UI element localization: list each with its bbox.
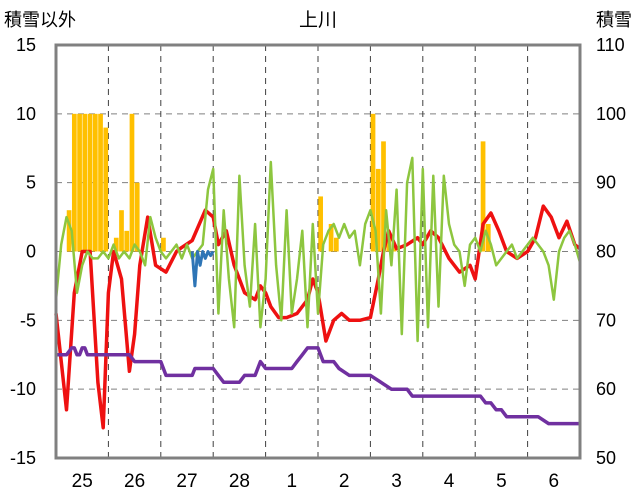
y-tick-label-right: 100 (596, 104, 626, 124)
x-tick-label: 6 (549, 471, 560, 492)
chart-title: 上川 (299, 9, 337, 31)
plot-frame (54, 43, 582, 460)
precipitation-bar (124, 230, 130, 252)
x-tick-label: 5 (496, 471, 507, 492)
precipitation-bar (98, 113, 103, 252)
precipitation-bar (119, 210, 124, 252)
y-tick-label-left: 10 (16, 104, 36, 124)
y-tick-label-left: 5 (26, 173, 36, 193)
x-tick-label: 26 (124, 471, 145, 492)
x-tick-label: 28 (229, 471, 250, 492)
precipitation-bar (381, 141, 386, 252)
precipitation-bar (82, 113, 88, 252)
x-tick-label: 25 (72, 471, 93, 492)
y-tick-label-right: 60 (596, 379, 616, 399)
y-tick-label-left: 0 (26, 242, 36, 262)
precipitation-bar (391, 244, 397, 252)
precipitation-bar (92, 113, 98, 252)
precipitation-bar (480, 141, 486, 252)
y-tick-label-right: 110 (596, 35, 625, 55)
series-lines (54, 156, 582, 430)
y-tick-label-right: 90 (596, 173, 616, 193)
precipitation-bar (103, 127, 109, 252)
y-axis-label-left: 積雪以外 (4, 10, 76, 30)
x-tick-label: 1 (287, 471, 298, 492)
x-tick-label: 2 (339, 471, 350, 492)
precipitation-bar (129, 113, 135, 252)
precipitation-bar (318, 196, 323, 252)
precipitation-bar (66, 210, 72, 252)
precipitation-bar (113, 237, 119, 252)
precipitation-bar (161, 237, 166, 252)
precipitation-bar (77, 113, 82, 252)
x-tick-label: 3 (391, 471, 402, 492)
precipitation-bar (87, 113, 93, 252)
sunshine-line (190, 250, 215, 288)
y-tick-label-right: 50 (596, 448, 616, 468)
precipitation-bar (333, 237, 339, 252)
y-tick-label-right: 70 (596, 310, 616, 330)
snow_depth-line (56, 346, 580, 426)
grid-lines (56, 44, 580, 459)
y-tick-label-left: -15 (10, 448, 36, 468)
x-tick-label: 27 (176, 471, 197, 492)
x-tick-label: 4 (444, 471, 455, 492)
wind-line (54, 156, 582, 343)
y-tick-label-right: 80 (596, 242, 616, 262)
y-tick-label-left: -5 (20, 310, 36, 330)
precipitation-bar (375, 168, 381, 252)
temperature-line (54, 204, 582, 430)
precipitation-bar (328, 223, 334, 252)
precipitation-bar (71, 113, 77, 252)
precipitation-bar (134, 182, 140, 252)
y-axis-label-right: 積雪 (596, 10, 632, 30)
y-tick-label-left: -10 (10, 379, 36, 399)
y-tick-label-left: 15 (16, 35, 36, 55)
precipitation-bar (370, 113, 376, 252)
